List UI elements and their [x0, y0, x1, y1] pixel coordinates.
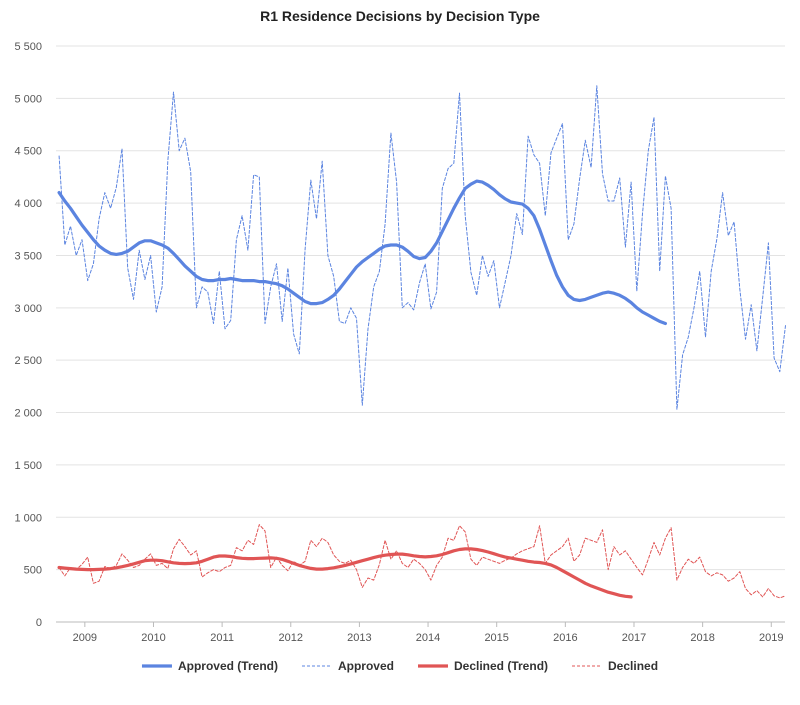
x-tick-label: 2016 — [553, 632, 577, 644]
y-tick-label: 2 500 — [14, 355, 42, 367]
series-group — [57, 85, 786, 599]
x-tick-label: 2011 — [210, 632, 234, 644]
x-tick-label: 2012 — [279, 632, 303, 644]
x-tick-label: 2014 — [416, 632, 440, 644]
x-tick-label: 2009 — [73, 632, 97, 644]
x-tick-label: 2018 — [690, 632, 714, 644]
x-tick-label: 2010 — [141, 632, 165, 644]
series-line-approved-trend — [57, 179, 668, 326]
y-tick-label: 2 000 — [14, 408, 42, 420]
x-tick-label: 2013 — [347, 632, 371, 644]
series-line-declined — [58, 524, 786, 599]
gridlines — [56, 45, 785, 623]
x-axis: 2009 2010 2011 2012 2013 2014 2015 2016 2017 2018… — [73, 622, 784, 644]
y-tick-label: 1 500 — [14, 460, 42, 472]
x-tick-label: 2019 — [759, 632, 783, 644]
legend-label: Declined (Trend) — [454, 659, 548, 673]
y-axis: 0 500 1 000 1 500 2 000 2 500 3 000 3 500 4 000 4… — [14, 41, 42, 629]
legend-item-approved-trend[interactable]: Approved (Trend) — [141, 659, 278, 673]
series-line-approved — [58, 85, 786, 410]
x-tick-label: 2017 — [622, 632, 646, 644]
y-tick-label: 500 — [24, 565, 42, 577]
y-tick-label: 4 500 — [14, 146, 42, 158]
y-tick-label: 1 000 — [14, 512, 42, 524]
y-tick-label: 4 000 — [14, 198, 42, 210]
legend-label: Approved — [338, 659, 394, 673]
series-line-declined-trend — [57, 547, 633, 599]
legend-item-approved[interactable]: Approved — [301, 659, 394, 673]
x-tick-label: 2015 — [484, 632, 508, 644]
legend-label: Approved (Trend) — [178, 659, 278, 673]
y-tick-label: 3 000 — [14, 303, 42, 315]
legend-label: Declined — [608, 659, 658, 673]
y-tick-label: 0 — [36, 617, 42, 629]
chart-title: R1 Residence Decisions by Decision Type — [260, 8, 540, 24]
y-tick-label: 3 500 — [14, 250, 42, 262]
legend-item-declined-trend[interactable]: Declined (Trend) — [418, 659, 548, 673]
y-tick-label: 5 500 — [14, 41, 42, 53]
legend: Approved (Trend) Approved Declined (Trend)… — [141, 659, 658, 673]
legend-item-declined[interactable]: Declined — [572, 659, 658, 673]
y-tick-label: 5 000 — [14, 93, 42, 105]
